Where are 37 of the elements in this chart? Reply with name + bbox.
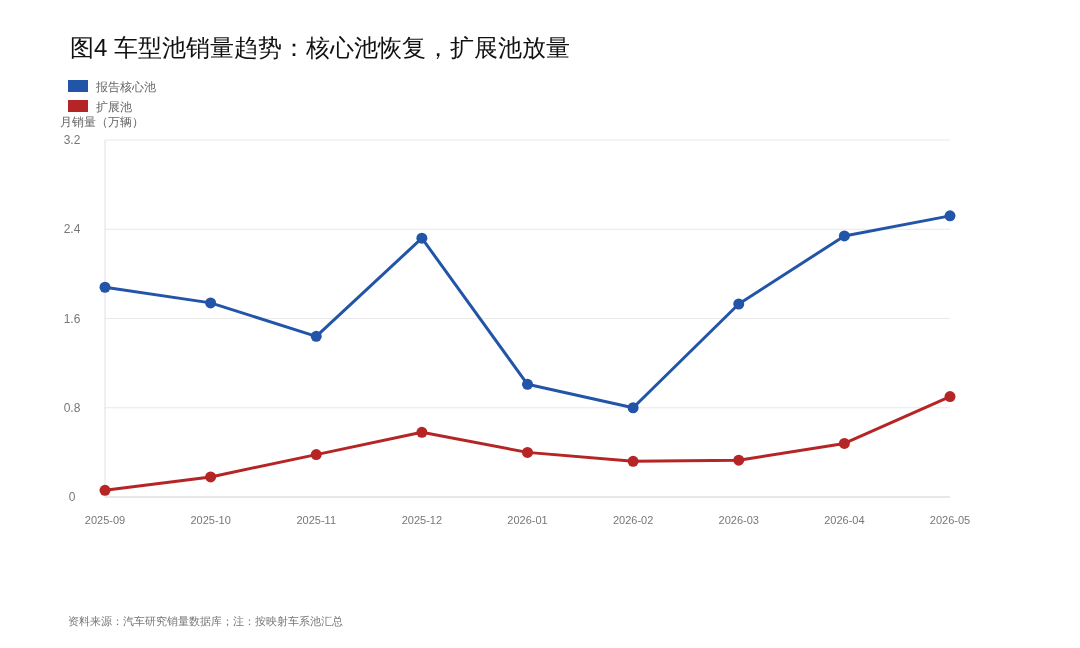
point [627,402,639,414]
point [310,449,322,461]
x-tick-label: 2026-05 [929,514,971,526]
point [99,281,111,293]
x-tick-label: 2025-12 [401,514,443,526]
point [733,298,745,310]
y-tick-label: 0 [68,490,76,504]
point [205,297,217,309]
y-axis-title: 月销量（万辆） [60,115,144,129]
point [522,446,533,458]
x-tick-label: 2026-03 [718,514,759,526]
point [310,330,322,342]
point [627,455,639,467]
point [416,232,428,244]
point [416,426,428,438]
x-tick-label: 2025-09 [84,514,126,526]
y-tick-label: 3.2 [63,133,81,147]
x-tick-label: 2025-10 [190,514,231,526]
point [205,471,217,483]
point [838,437,850,449]
text: 资料来源：汽车研究销量数据库；注：按映射车系池汇总 [68,615,343,627]
y-tick-label: 2.4 [63,222,81,237]
x-tick-label: 2026-04 [824,514,865,526]
point [99,484,111,496]
point [944,391,956,403]
point [838,230,850,242]
legend-label: 报告核心池 [95,80,156,94]
point [733,454,745,466]
x-tick-label: 2026-01 [507,514,548,526]
point [522,378,533,390]
y-tick-label: 1.6 [63,311,81,326]
x-tick-label: 2025-11 [296,514,337,526]
legend-label: 扩展池 [96,100,132,114]
chart-title: 图4 车型池销量趋势：核心池恢复，扩展池放量 [70,34,571,61]
y-tick-label: 0.8 [63,400,81,415]
x-tick-label: 2026-02 [612,514,654,526]
point [944,210,956,222]
